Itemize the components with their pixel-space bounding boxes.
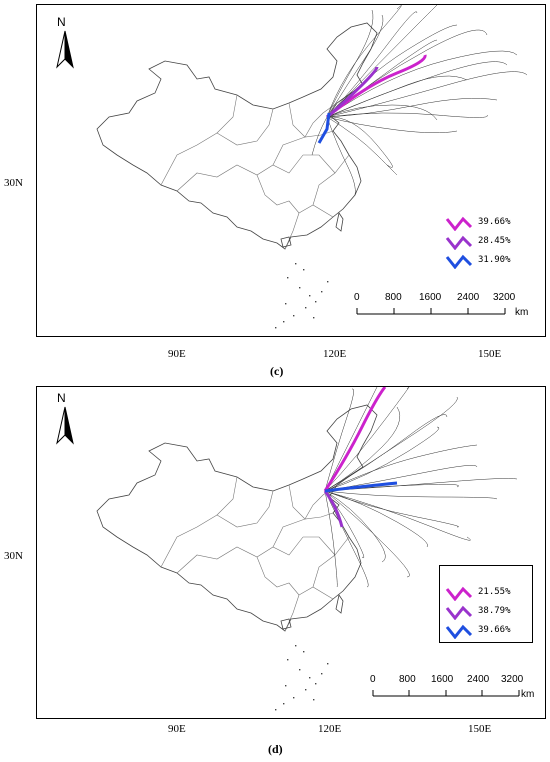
north-arrow-icon bbox=[56, 30, 74, 69]
cluster-track-1 bbox=[323, 387, 387, 492]
panel-caption: (d) bbox=[268, 742, 283, 756]
scalebar-line bbox=[356, 308, 506, 315]
lat-label: 30N bbox=[4, 177, 23, 189]
panel-caption: (c) bbox=[270, 364, 284, 378]
china-map-d bbox=[96, 387, 518, 711]
trajectories-c bbox=[311, 5, 528, 196]
taiwan bbox=[335, 593, 344, 614]
map-panel-c: N 39.66% 28.45% 31.90% 0 800 1600 2400 3… bbox=[36, 4, 546, 337]
track-icon bbox=[445, 216, 473, 231]
lon-label: 150E bbox=[468, 723, 492, 735]
track-icon bbox=[445, 624, 473, 639]
lon-label: 120E bbox=[318, 723, 342, 735]
taiwan bbox=[335, 211, 344, 232]
china-outline bbox=[96, 22, 378, 250]
province-lines bbox=[160, 476, 350, 632]
province-lines bbox=[160, 94, 350, 250]
hainan bbox=[280, 618, 292, 630]
south-sea-islands bbox=[275, 263, 329, 329]
north-arrow-icon bbox=[56, 406, 74, 445]
china-outline bbox=[96, 404, 378, 632]
lon-label: 120E bbox=[323, 348, 347, 360]
lon-label: 90E bbox=[168, 348, 186, 360]
lon-label: 150E bbox=[478, 348, 502, 360]
track-icon bbox=[445, 605, 473, 620]
cluster-track-3 bbox=[317, 112, 331, 144]
cluster-track-1 bbox=[326, 54, 427, 119]
cluster-track-3 bbox=[324, 481, 398, 493]
scalebar-line bbox=[372, 690, 520, 697]
track-icon bbox=[445, 235, 473, 250]
track-icon bbox=[445, 586, 473, 601]
lat-label: 30N bbox=[4, 550, 23, 562]
legend-box-d bbox=[439, 565, 533, 643]
hainan bbox=[280, 236, 292, 248]
trajectories-d bbox=[324, 387, 518, 588]
map-panel-d: N 21.55% 38.79% 39.66% 0 800 1600 2400 3… bbox=[36, 386, 546, 719]
china-map-c bbox=[96, 5, 528, 329]
cluster-track-2 bbox=[326, 66, 379, 119]
cluster-track-2 bbox=[323, 490, 344, 528]
track-icon bbox=[445, 254, 473, 269]
lon-label: 90E bbox=[168, 723, 186, 735]
south-sea-islands bbox=[275, 645, 329, 711]
